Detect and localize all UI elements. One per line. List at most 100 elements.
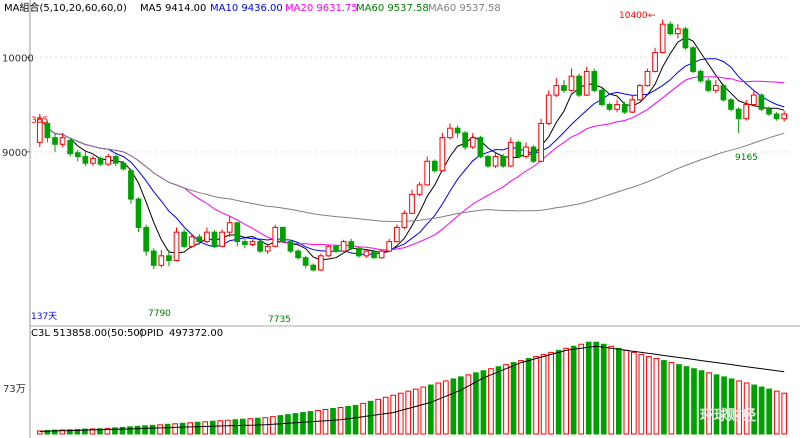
candle-body: [257, 241, 263, 252]
candle-body: [59, 137, 66, 145]
ma20-line: [39, 76, 785, 251]
candle-body: [181, 231, 187, 247]
volume-bar: [59, 429, 66, 435]
volume-bar: [67, 429, 73, 435]
candle-body: [500, 156, 507, 167]
candle-body: [773, 113, 780, 120]
volume-bar: [751, 384, 757, 435]
candle-body: [52, 137, 58, 145]
volume-bar: [721, 376, 727, 435]
candle-body: [576, 75, 582, 96]
candle-body: [477, 137, 484, 158]
volume-bar: [134, 425, 141, 435]
volume-bar: [82, 428, 88, 435]
volume-bar: [608, 345, 615, 435]
volume-bar: [766, 388, 773, 435]
volume-bar: [209, 420, 216, 435]
candle-body: [492, 156, 499, 167]
volume-bar: [292, 413, 299, 435]
ma-legend-item: MA60 9537.58: [428, 3, 501, 14]
candle-body: [705, 80, 712, 91]
candle-body: [614, 104, 620, 110]
candle-body: [409, 193, 415, 214]
candle-body: [272, 226, 279, 247]
volume-bar: [533, 355, 539, 435]
volume-bar: [352, 404, 359, 435]
volume-bar: [646, 355, 652, 435]
volume-bar: [149, 424, 156, 435]
volume-bar: [307, 411, 314, 435]
ma5-line: [39, 36, 785, 261]
volume-bar: [119, 426, 126, 435]
high-arrow-icon: ←: [648, 11, 656, 21]
candle-body: [90, 157, 96, 164]
volume-bar: [255, 417, 261, 435]
candle-body: [599, 89, 605, 106]
candle-body: [652, 52, 658, 72]
volume-bar: [397, 392, 404, 435]
candle-body: [690, 47, 696, 72]
candle-body: [401, 212, 408, 228]
volume-bar: [74, 428, 81, 435]
low-annotation-7790: 7790: [148, 309, 171, 319]
opi-legend-value: 497372.00: [169, 328, 223, 339]
volume-bar: [390, 394, 397, 435]
price-tick-label: 9000: [2, 148, 27, 159]
candle-body: [697, 70, 704, 82]
volume-bar: [458, 376, 464, 435]
volume-bar: [525, 358, 532, 435]
volume-bar: [427, 384, 434, 435]
volume-bar: [488, 368, 494, 435]
candle-body: [735, 108, 742, 120]
candle-body: [82, 156, 89, 164]
candle-body: [386, 241, 393, 252]
candle-body: [112, 156, 119, 164]
volume-bar: [623, 349, 630, 435]
candle-body: [568, 75, 575, 91]
volume-bar: [653, 358, 660, 435]
volume-bars: [36, 341, 788, 435]
volume-bar: [435, 382, 442, 435]
volume-bar: [44, 429, 51, 435]
candle-body: [166, 255, 172, 262]
volume-bar: [758, 386, 765, 435]
candle-body: [211, 231, 218, 247]
volume-bar: [600, 343, 607, 435]
ma-legend-item: MA60 9537.58: [356, 3, 429, 14]
candle-body: [675, 28, 681, 35]
candle-body: [310, 264, 317, 271]
volume-bar: [127, 426, 133, 435]
volume-bar: [510, 362, 517, 435]
volume-bar: [420, 386, 427, 435]
low-annotation-9165: 9165: [735, 153, 758, 163]
price-y-axis: 10000 9000: [2, 53, 34, 159]
volume-bar: [540, 353, 547, 435]
candle-body: [363, 250, 370, 257]
candle-body: [74, 152, 81, 158]
volume-bar: [187, 422, 193, 435]
moving-average-lines: [39, 36, 785, 261]
candle-body: [393, 226, 400, 243]
volume-bar: [285, 414, 291, 435]
volume-bar: [548, 351, 554, 435]
volume-bar: [330, 408, 336, 435]
volume-bar: [473, 372, 479, 435]
candle-body: [682, 28, 689, 49]
volume-bar: [412, 388, 419, 435]
volume-bar: [773, 390, 780, 435]
candle-body: [378, 250, 385, 259]
candle-body: [538, 122, 544, 162]
candle-body: [507, 141, 514, 167]
ma60-line: [39, 118, 785, 223]
volume-bar: [465, 374, 472, 435]
candle-body: [302, 257, 309, 266]
candle-body: [219, 231, 225, 247]
candle-body: [561, 85, 567, 91]
candle-body: [629, 99, 636, 113]
ma10-line: [39, 58, 785, 255]
candle-body: [469, 137, 476, 148]
volume-bar: [172, 423, 178, 435]
volume-bar: [661, 360, 667, 435]
